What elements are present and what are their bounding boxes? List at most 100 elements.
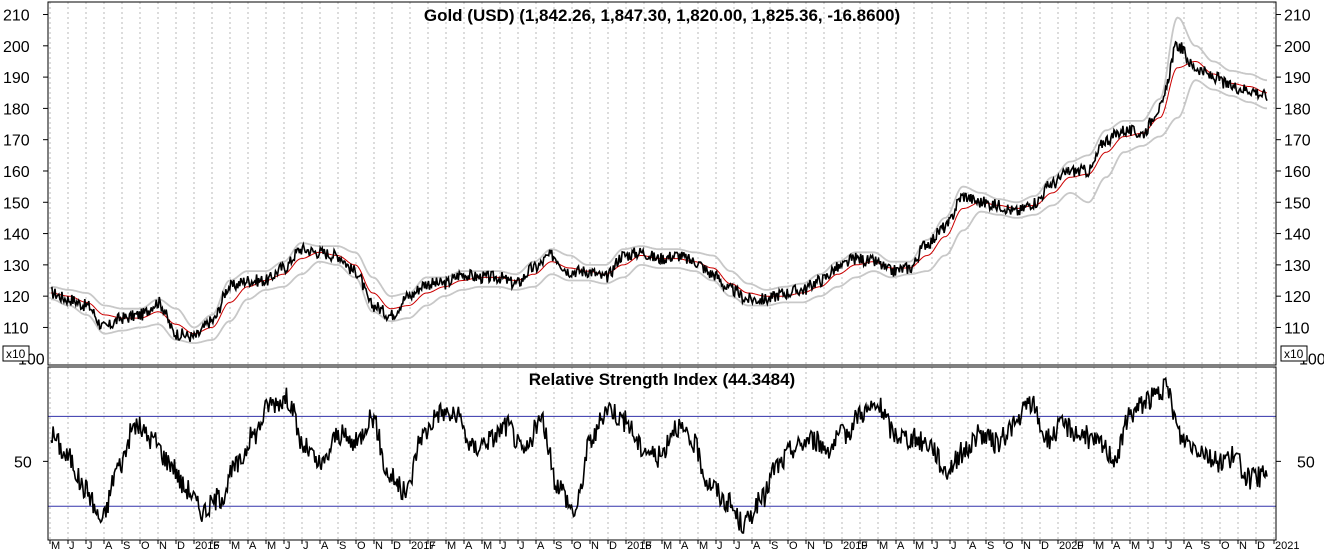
y-tick-label-left: 170 [3, 133, 30, 150]
x-tick-label: S [771, 540, 778, 551]
unit-badge-left-text: x10 [6, 347, 26, 361]
x-tick-label: A [465, 540, 473, 551]
rsi-chart-title: Relative Strength Index (44.3484) [529, 370, 795, 389]
y-tick-label-left: 130 [3, 258, 30, 275]
rsi-panel [48, 376, 1276, 534]
x-tick-label: O [357, 540, 366, 551]
x-tick-label: M [915, 540, 924, 551]
x-tick-label: M [699, 540, 708, 551]
y-tick-label-left: 190 [3, 70, 30, 87]
x-tick-label: D [1041, 540, 1049, 551]
y-tick-label-right: 190 [1284, 70, 1311, 87]
price-frame [47, 1, 1277, 366]
x-tick-label: N [807, 540, 815, 551]
x-tick-label: D [825, 540, 833, 551]
x-tick-label: O [789, 540, 798, 551]
x-tick-label: 2019 [843, 540, 867, 551]
x-tick-label: J [735, 540, 741, 551]
x-tick-label: O [573, 540, 582, 551]
x-tick-label: M [663, 540, 672, 551]
x-tick-label: A [1113, 540, 1121, 551]
x-tick-label: A [897, 540, 905, 551]
x-tick-label: J [303, 540, 309, 551]
y-tick-label-left: 160 [3, 164, 30, 181]
price-series-lower-band [51, 79, 1268, 344]
x-tick-label: 2018 [627, 540, 651, 551]
x-tick-label: A [681, 540, 689, 551]
x-tick-label: S [339, 540, 346, 551]
x-tick-label: N [1023, 540, 1031, 551]
x-tick-label: M [267, 540, 276, 551]
y-tick-label-right: 140 [1284, 227, 1311, 244]
y-tick-label-right: 200 [1284, 39, 1311, 56]
x-tick-label: D [177, 540, 185, 551]
x-tick-label: J [519, 540, 525, 551]
x-tick-label: S [987, 540, 994, 551]
price-series-upper-band [51, 16, 1267, 329]
y-tick-label-left: 110 [3, 320, 29, 337]
x-tick-label: M [447, 540, 456, 551]
x-tick-label: M [483, 540, 492, 551]
y-tick-label-left: 200 [3, 39, 30, 56]
x-tick-label: N [375, 540, 383, 551]
x-tick-label: D [609, 540, 617, 551]
price-series-price [50, 40, 1268, 342]
x-tick-label: F [213, 540, 220, 551]
x-tick-label: 2017 [411, 540, 435, 551]
x-tick-label: M [1131, 540, 1140, 551]
x-tick-label: J [1149, 540, 1155, 551]
x-tick-label: D [393, 540, 401, 551]
x-tick-label: A [249, 540, 257, 551]
x-tick-label: M [51, 540, 60, 551]
x-tick-label: O [1005, 540, 1014, 551]
x-tick-label: A [537, 540, 545, 551]
y-tick-label-right: 130 [1284, 258, 1311, 275]
price-panel [50, 16, 1268, 344]
rsi-tick-label-right: 50 [1297, 454, 1315, 471]
unit-badge-right-text: x10 [1284, 347, 1304, 361]
x-tick-label: F [1077, 540, 1084, 551]
y-tick-label-left: 150 [3, 195, 30, 212]
x-tick-label: 2020 [1059, 540, 1083, 551]
x-tick-label: J [1167, 540, 1173, 551]
y-tick-label-right: 150 [1284, 195, 1311, 212]
y-tick-label-right: 110 [1284, 320, 1310, 337]
unit-badge-right [1280, 345, 1308, 362]
x-tick-label: A [105, 540, 113, 551]
y-tick-label-left: 140 [3, 227, 30, 244]
x-tick-label: S [123, 540, 130, 551]
rsi-tick-label-left: 50 [14, 454, 32, 471]
unit-badge-left [2, 345, 30, 362]
x-tick-label: A [753, 540, 761, 551]
x-tick-label: S [1203, 540, 1210, 551]
x-tick-label: N [591, 540, 599, 551]
y-tick-label-left: 120 [3, 289, 30, 306]
x-tick-label: O [1221, 540, 1230, 551]
x-tick-label: S [555, 540, 562, 551]
x-tick-label: D [1257, 540, 1265, 551]
x-tick-label: N [1239, 540, 1247, 551]
x-tick-label: J [501, 540, 507, 551]
x-tick-label: F [861, 540, 868, 551]
x-tick-label: J [933, 540, 939, 551]
rsi-series-line [50, 376, 1268, 534]
x-tick-label: M [1095, 540, 1104, 551]
x-tick-label: N [159, 540, 167, 551]
x-tick-label: A [969, 540, 977, 551]
x-tick-label: J [69, 540, 75, 551]
y-tick-label-right: 210 [1284, 8, 1311, 25]
y-tick-label-right: 120 [1284, 289, 1311, 306]
x-tick-label: O [141, 540, 150, 551]
x-tick-label: 2021 [1275, 540, 1299, 551]
y-tick-label-right: 160 [1284, 164, 1311, 181]
x-tick-label: A [321, 540, 329, 551]
x-tick-label: M [879, 540, 888, 551]
x-tick-label: F [645, 540, 652, 551]
y-tick-label-right: 170 [1284, 133, 1311, 150]
x-tick-label: A [1185, 540, 1193, 551]
x-tick-label: J [951, 540, 957, 551]
x-tick-label: 2016 [195, 540, 219, 551]
